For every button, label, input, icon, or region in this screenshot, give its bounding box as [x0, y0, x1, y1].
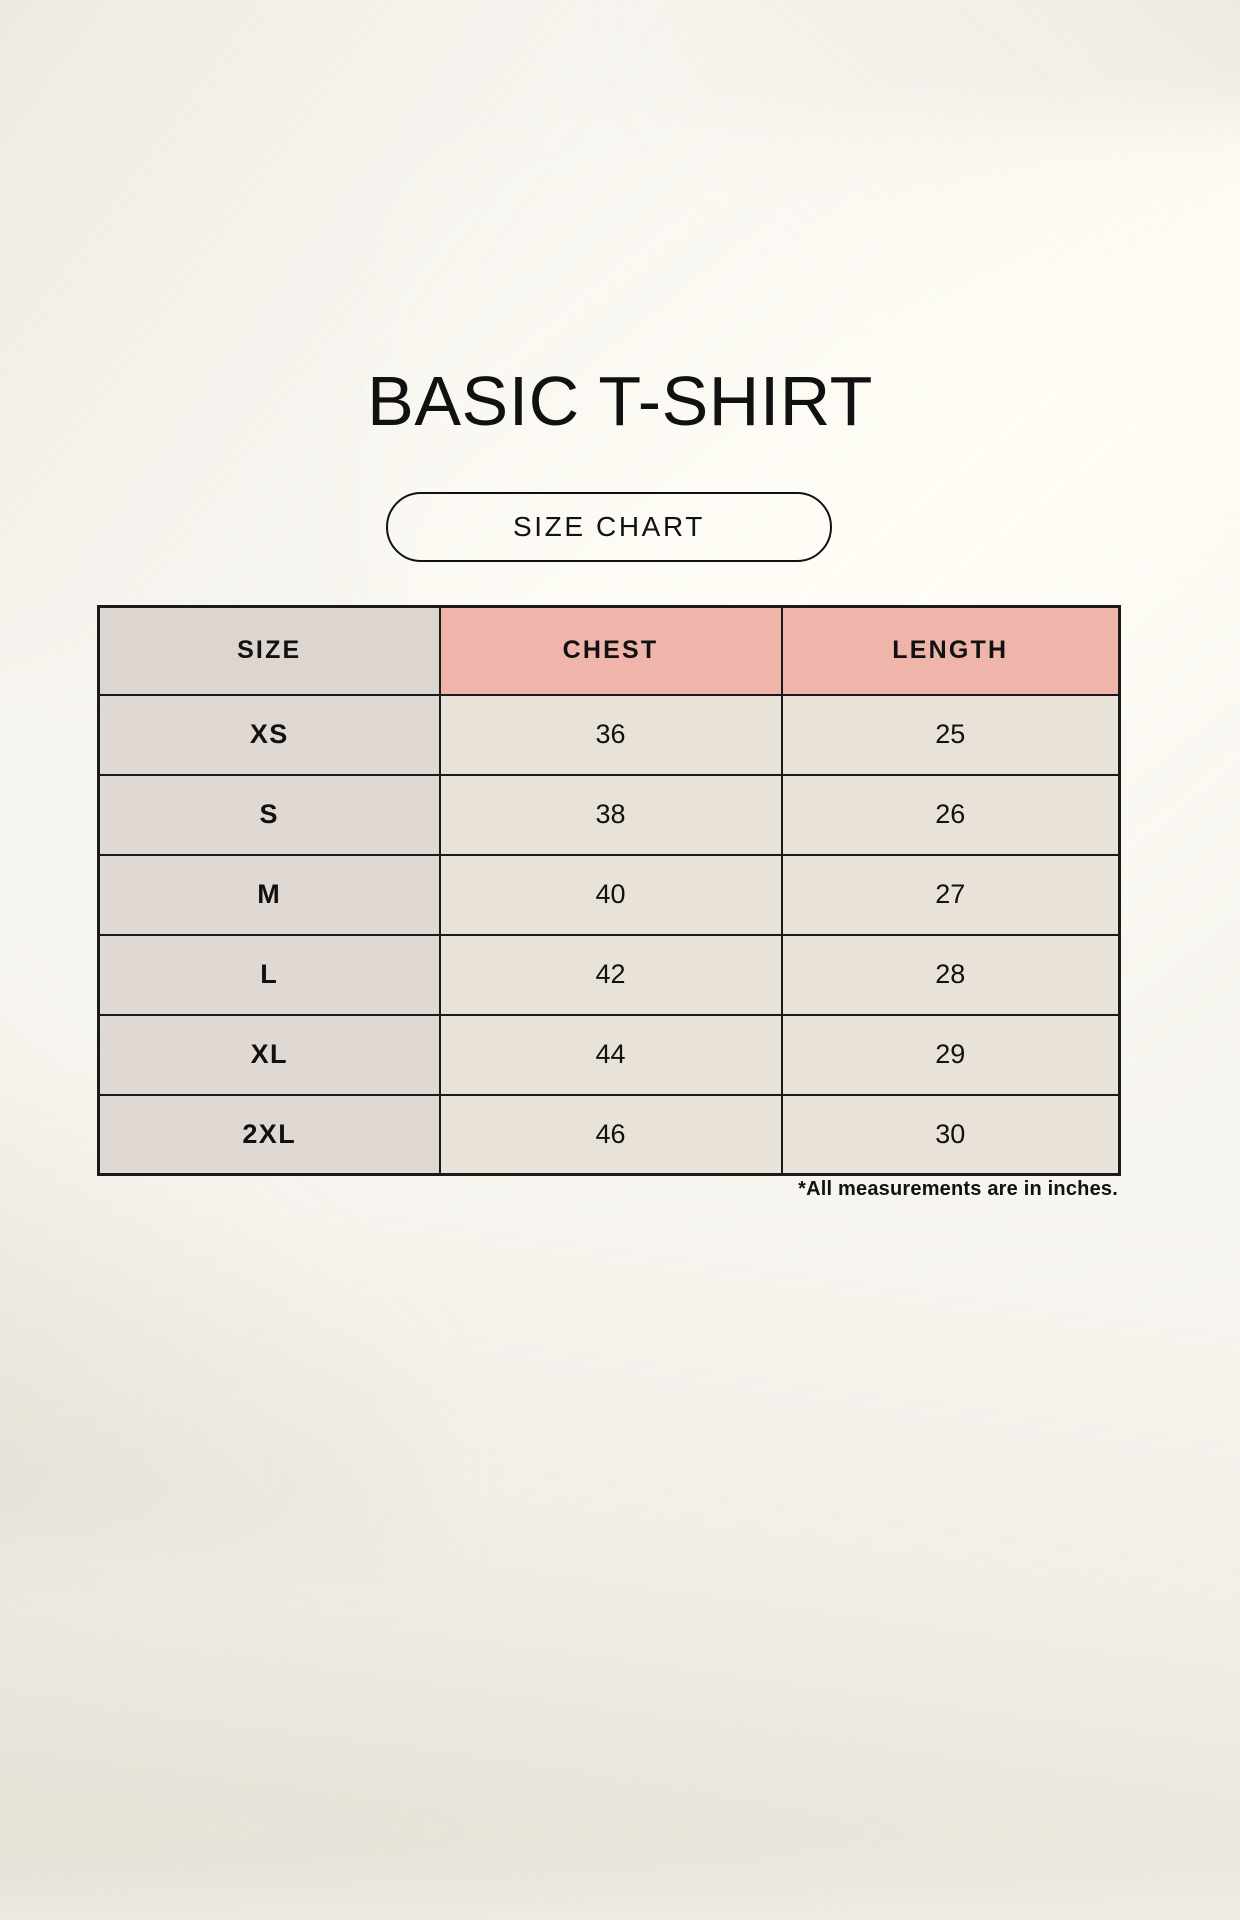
cell-chest: 44: [438, 1013, 783, 1096]
cell-size: M: [97, 853, 441, 936]
column-header-size: SIZE: [97, 605, 441, 696]
cell-chest: 42: [438, 933, 783, 1016]
cell-chest: 38: [438, 773, 783, 856]
cell-length: 25: [780, 693, 1121, 776]
table-row: 2XL 46 30: [97, 1093, 1121, 1176]
size-chart-badge-label: SIZE CHART: [513, 511, 705, 542]
cell-size: S: [97, 773, 441, 856]
cell-size: L: [97, 933, 441, 1016]
table-header: SIZE CHEST LENGTH: [97, 605, 1121, 696]
page-title: BASIC T-SHIRT: [367, 362, 873, 440]
size-chart-page: BASIC T-SHIRT SIZE CHART SIZE CHEST LENG…: [97, 362, 1121, 1200]
table-header-row: SIZE CHEST LENGTH: [97, 605, 1121, 696]
column-header-length: LENGTH: [780, 605, 1121, 696]
table-row: M 40 27: [97, 853, 1121, 936]
cell-length: 28: [780, 933, 1121, 1016]
size-chart-table: SIZE CHEST LENGTH XS 36 25 S 38 26 M 40 …: [97, 605, 1121, 1176]
cell-length: 30: [780, 1093, 1121, 1176]
cell-size: XS: [97, 693, 441, 776]
measurement-units-footnote: *All measurements are in inches.: [798, 1178, 1118, 1200]
table-row: XL 44 29: [97, 1013, 1121, 1096]
cell-size: XL: [97, 1013, 441, 1096]
cell-chest: 40: [438, 853, 783, 936]
table-row: L 42 28: [97, 933, 1121, 1016]
table-row: XS 36 25: [97, 693, 1121, 776]
size-chart-badge: SIZE CHART: [386, 492, 832, 562]
table-row: S 38 26: [97, 773, 1121, 856]
table-body: XS 36 25 S 38 26 M 40 27 L 42 28 XL 44: [97, 693, 1121, 1176]
cell-chest: 46: [438, 1093, 783, 1176]
cell-size: 2XL: [97, 1093, 441, 1176]
cell-length: 27: [780, 853, 1121, 936]
column-header-chest: CHEST: [438, 605, 783, 696]
cell-length: 26: [780, 773, 1121, 856]
cell-chest: 36: [438, 693, 783, 776]
cell-length: 29: [780, 1013, 1121, 1096]
